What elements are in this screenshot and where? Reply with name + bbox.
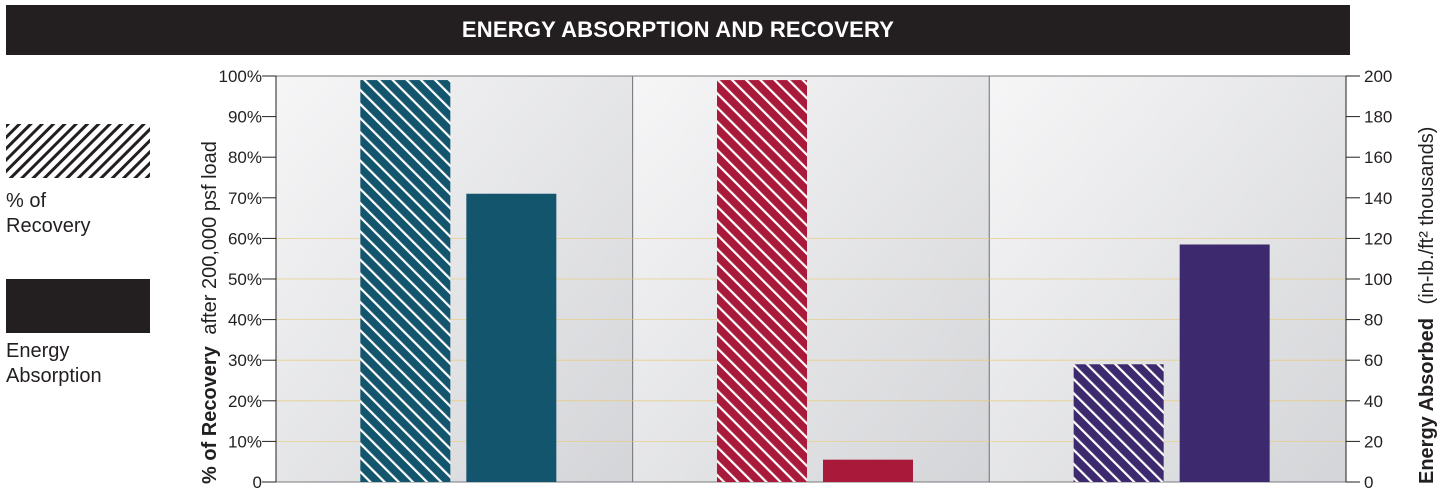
left-tick-label: 80% bbox=[228, 148, 262, 167]
right-tick-label: 60 bbox=[1364, 351, 1383, 370]
left-tick-label: 10% bbox=[228, 432, 262, 451]
right-tick-label: 120 bbox=[1364, 229, 1392, 248]
left-axis-title-rest: after 200,000 psf load bbox=[199, 141, 221, 334]
left-axis-title: % of Recovery after 200,000 psf load bbox=[199, 141, 221, 484]
left-axis-title-bold: % of Recovery bbox=[199, 345, 221, 484]
right-axis: 0 20 40 60 80 100 120 140 160 180 200 bbox=[1345, 67, 1392, 488]
bar-recovery-2 bbox=[717, 80, 807, 482]
legend-item-recovery: % of Recovery bbox=[6, 124, 156, 239]
right-tick-label: 100 bbox=[1364, 270, 1392, 289]
left-tick-label: 50% bbox=[228, 270, 262, 289]
bar-energy-3 bbox=[1179, 244, 1270, 482]
left-tick-label: 40% bbox=[228, 311, 262, 330]
left-axis: 0 10% 20% 30% 40% 50% 60% 70% 80% 90% 100% bbox=[219, 67, 277, 488]
right-tick-label: 160 bbox=[1364, 148, 1392, 167]
right-axis-title-bold: Energy Absorbed bbox=[1416, 318, 1438, 484]
bar-energy-2 bbox=[823, 459, 913, 482]
right-axis-title-rest: (in-lb./ft² thousands) bbox=[1416, 127, 1438, 305]
chart-title: ENERGY ABSORPTION AND RECOVERY bbox=[461, 17, 895, 42]
left-tick-label: 70% bbox=[228, 189, 262, 208]
gridlines bbox=[276, 237, 1346, 442]
left-tick-label: 20% bbox=[228, 392, 262, 411]
legend-label-energy: Energy Absorption bbox=[6, 340, 102, 387]
left-tick-label: 30% bbox=[228, 351, 262, 370]
left-tick-label: 60% bbox=[228, 229, 262, 248]
left-tick-label: 100% bbox=[219, 67, 262, 86]
legend-item-energy: Energy Absorption bbox=[6, 279, 156, 389]
right-tick-label: 140 bbox=[1364, 189, 1392, 208]
legend-hatch-swatch bbox=[6, 124, 150, 178]
right-tick-label: 200 bbox=[1364, 67, 1392, 86]
chart-title-bar: ENERGY ABSORPTION AND RECOVERY bbox=[6, 5, 1350, 55]
right-tick-label: 0 bbox=[1364, 473, 1373, 488]
left-tick-label: 90% bbox=[228, 108, 262, 127]
right-tick-label: 80 bbox=[1364, 311, 1383, 330]
right-axis-title: Energy Absorbed (in-lb./ft² thousands) bbox=[1416, 127, 1438, 484]
right-tick-label: 180 bbox=[1364, 108, 1392, 127]
bar-recovery-3 bbox=[1073, 364, 1164, 482]
bar-recovery-1 bbox=[360, 80, 451, 482]
right-tick-label: 40 bbox=[1364, 392, 1383, 411]
right-tick-label: 20 bbox=[1364, 432, 1383, 451]
bar-energy-1 bbox=[466, 193, 557, 483]
bars bbox=[360, 80, 1270, 483]
left-tick-label: 0 bbox=[253, 473, 262, 488]
legend-label-recovery: % of Recovery bbox=[6, 190, 91, 237]
legend-solid-swatch bbox=[6, 279, 150, 333]
